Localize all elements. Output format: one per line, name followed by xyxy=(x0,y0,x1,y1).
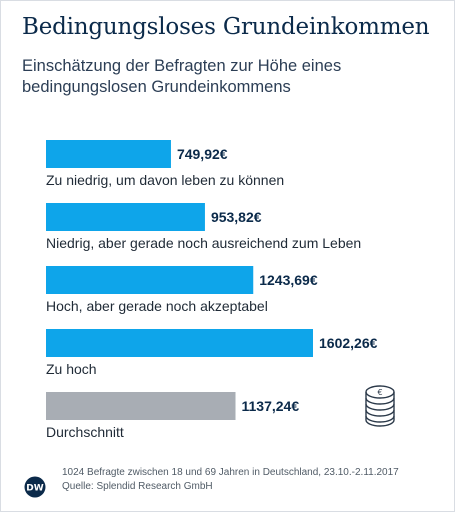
dw-logo-icon: DW xyxy=(24,476,46,498)
chart-subtitle: Einschätzung der Befragten zur Höhe eine… xyxy=(22,57,342,96)
value-label-5: 1137,24€ xyxy=(242,398,300,414)
value-label-2: 953,82€ xyxy=(211,209,262,225)
bar-4 xyxy=(46,329,313,357)
value-label-3: 1243,69€ xyxy=(259,272,318,288)
bar-2 xyxy=(46,203,205,231)
category-label-3: Hoch, aber gerade noch akzeptabel xyxy=(46,298,268,314)
footer-source: Quelle: Splendid Research GmbH xyxy=(62,481,213,492)
value-label-4: 1602,26€ xyxy=(319,335,378,351)
svg-text:€: € xyxy=(377,388,382,397)
chart-title: Bedingungsloses Grundeinkommen xyxy=(22,14,430,40)
category-label-2: Niedrig, aber gerade noch ausreichend zu… xyxy=(46,235,361,251)
value-label-1: 749,92€ xyxy=(177,146,228,162)
bar-1 xyxy=(46,140,171,168)
category-label-1: Zu niedrig, um davon leben zu können xyxy=(46,172,284,188)
euro-coin-stack-icon: € xyxy=(365,385,395,427)
category-label-5: Durchschnitt xyxy=(46,424,124,440)
category-label-4: Zu hoch xyxy=(46,361,97,377)
svg-text:DW: DW xyxy=(26,484,43,494)
bar-5 xyxy=(46,392,236,420)
bar-3 xyxy=(46,266,254,294)
footer-note: 1024 Befragte zwischen 18 und 69 Jahren … xyxy=(62,467,399,478)
chart-footer: 1024 Befragte zwischen 18 und 69 Jahren … xyxy=(62,466,399,494)
bar-chart: 749,92€ Zu niedrig, um davon leben zu kön… xyxy=(46,140,378,440)
